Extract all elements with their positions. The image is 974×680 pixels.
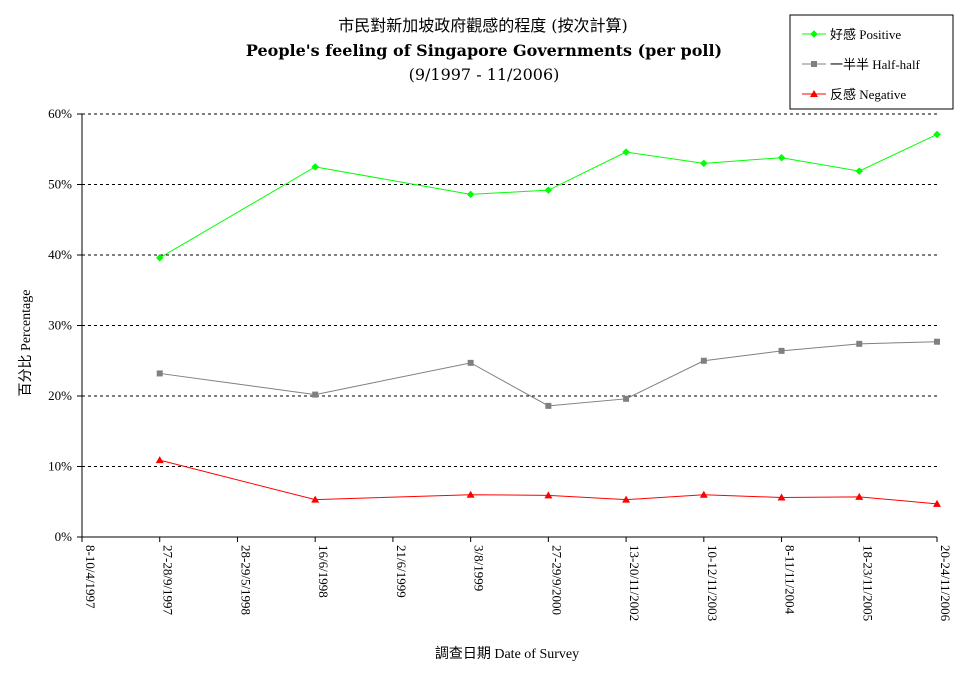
x-tick-label: 20-24/11/2006	[938, 545, 953, 622]
data-point	[699, 159, 708, 168]
legend-label: 反感 Negative	[830, 87, 906, 102]
x-tick-label: 8-10/4/1997	[83, 545, 98, 609]
legend-marker	[810, 30, 818, 38]
x-tick-label: 8-11/11/2004	[783, 545, 798, 615]
data-point	[777, 493, 786, 501]
x-tick-label: 28-29/5/1998	[238, 545, 253, 615]
data-point	[622, 148, 630, 156]
x-tick-label: 13-20/11/2002	[627, 545, 642, 621]
y-tick-label: 60%	[48, 106, 72, 121]
legend-box	[789, 14, 954, 110]
data-point	[934, 338, 940, 345]
data-point	[777, 153, 786, 162]
data-point	[311, 495, 320, 503]
chart-period: (9/1997 - 11/2006)	[409, 65, 560, 84]
data-point	[700, 357, 707, 364]
series-line	[159, 133, 938, 259]
data-point	[156, 370, 163, 377]
data-point	[856, 340, 863, 347]
y-axis-label: 百分比 Percentage	[18, 290, 34, 397]
legend-marker	[810, 90, 818, 97]
x-tick-label: 18-23/11/2005	[860, 545, 875, 621]
x-tick-label: 3/8/1999	[472, 545, 487, 591]
x-tick-label: 16/6/1998	[316, 545, 331, 598]
chart-title: 市民對新加坡政府觀感的程度 (按次計算)	[338, 16, 628, 35]
data-point	[933, 499, 941, 507]
data-point	[467, 359, 474, 366]
data-point	[155, 253, 164, 262]
data-point	[466, 490, 475, 498]
legend-marker	[811, 61, 817, 67]
series-group	[155, 130, 941, 507]
legend: 好感 Positive 一半半 Half-half 反感 Negative	[789, 14, 954, 110]
data-point	[155, 456, 164, 464]
y-tick-label: 20%	[48, 388, 72, 403]
x-tick-label: 27-29/9/2000	[549, 545, 564, 615]
data-point	[855, 492, 864, 500]
series-negative	[155, 456, 941, 507]
data-point	[699, 490, 708, 498]
chart-subtitle: People's feeling of Singapore Government…	[246, 41, 722, 60]
data-point	[622, 495, 631, 503]
y-tick-label: 30%	[48, 318, 72, 333]
x-tick-label: 21/6/1999	[394, 545, 409, 598]
data-point	[855, 167, 864, 175]
data-point	[545, 402, 552, 409]
data-point	[544, 491, 553, 499]
x-tick-labels: 8-10/4/1997 27-28/9/1997 28-29/5/1998 16/6/…	[83, 545, 953, 622]
y-tick-labels: 0% 10% 20% 30% 40% 50% 60%	[48, 106, 72, 544]
data-point	[623, 395, 630, 402]
y-tick-label: 10%	[48, 459, 72, 474]
y-tick-label: 50%	[48, 177, 72, 192]
series-positive	[155, 130, 941, 262]
y-tick-label: 40%	[48, 247, 72, 262]
data-point	[778, 347, 785, 354]
data-point	[311, 163, 320, 171]
data-point	[312, 391, 319, 398]
data-point	[466, 190, 475, 199]
x-tick-label: 10-12/11/2003	[705, 545, 720, 621]
legend-label: 一半半 Half-half	[830, 57, 921, 72]
x-axis-label: 調查日期 Date of Survey	[435, 646, 579, 662]
x-tick-label: 27-28/9/1997	[161, 545, 176, 616]
legend-label: 好感 Positive	[830, 27, 901, 42]
y-tick-label: 0%	[55, 529, 73, 544]
gridlines	[82, 113, 937, 467]
series-half-half	[156, 338, 940, 409]
data-point	[544, 186, 553, 194]
data-point	[933, 130, 941, 139]
axes	[77, 113, 938, 542]
